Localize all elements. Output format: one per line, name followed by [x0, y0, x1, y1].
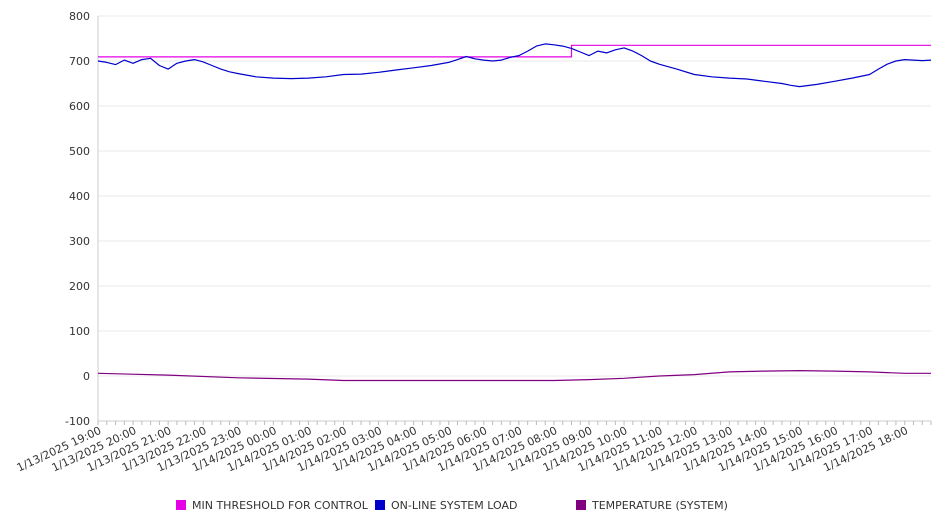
y-tick-label: 0 [83, 370, 90, 383]
legend-item-temperature[interactable]: TEMPERATURE (SYSTEM) [576, 497, 728, 513]
min-threshold-line [98, 44, 931, 58]
y-tick-label: 700 [69, 55, 90, 68]
y-tick-label: 300 [69, 235, 90, 248]
axes [97, 16, 932, 425]
x-axis-tick-labels: 1/13/2025 19:001/13/2025 20:001/13/2025 … [15, 424, 910, 474]
system-load-line [97, 43, 932, 88]
temperature-line [97, 370, 931, 382]
legend-label-min-threshold: MIN THRESHOLD FOR CONTROL [192, 498, 368, 512]
y-tick-label: 400 [69, 190, 90, 203]
legend-label-system-load: ON-LINE SYSTEM LOAD [391, 498, 518, 512]
y-tick-label: 800 [69, 10, 90, 23]
y-tick-label: 500 [69, 145, 90, 158]
legend-item-min-threshold[interactable]: MIN THRESHOLD FOR CONTROL [176, 497, 368, 513]
legend-swatch-min-threshold [176, 500, 186, 510]
y-tick-label: 600 [69, 100, 90, 113]
series [97, 43, 932, 382]
y-tick-label: 100 [69, 325, 90, 338]
legend: MIN THRESHOLD FOR CONTROL ON-LINE SYSTEM… [0, 497, 946, 515]
legend-swatch-temperature [576, 500, 586, 510]
legend-swatch-system-load [375, 500, 385, 510]
gridlines [98, 15, 931, 422]
y-tick-label: -100 [65, 415, 90, 428]
legend-item-system-load[interactable]: ON-LINE SYSTEM LOAD [375, 497, 517, 513]
legend-label-temperature: TEMPERATURE (SYSTEM) [592, 498, 728, 512]
y-axis-tick-labels: -100 0 100 200 300 400 500 600 700 800 [65, 10, 90, 428]
y-tick-label: 200 [69, 280, 90, 293]
